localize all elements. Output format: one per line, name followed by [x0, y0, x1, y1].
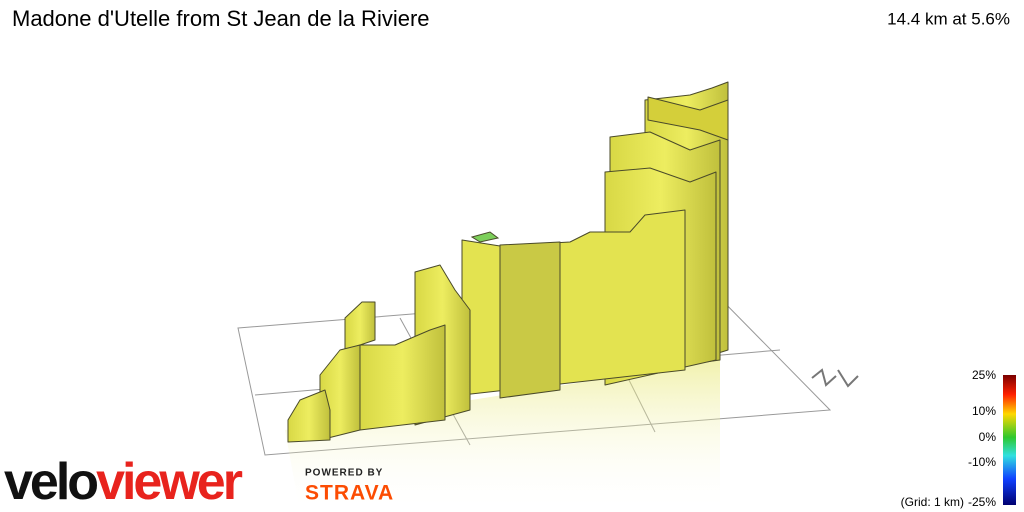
scale-label: 25%	[972, 368, 996, 382]
partner: STRAVA	[305, 482, 394, 505]
summary: 14.4 km at 5.6%	[887, 9, 1010, 28]
wall-top-green	[470, 231, 500, 243]
scale-label: 0%	[979, 430, 997, 444]
wall	[287, 389, 331, 443]
scale-label: -10%	[968, 455, 996, 469]
logo-part: viewer	[96, 453, 243, 511]
wall	[499, 241, 561, 399]
grid-note: (Grid: 1 km)	[901, 495, 964, 509]
north-arrow	[811, 368, 859, 388]
logo-part: velo	[4, 453, 97, 511]
wall	[344, 301, 376, 351]
title: Madone d'Utelle from St Jean de la Rivie…	[12, 6, 430, 31]
color-scale	[1003, 375, 1016, 505]
scale-label: 10%	[972, 404, 996, 418]
reflection	[285, 360, 720, 512]
powered-by: POWERED BY	[305, 468, 383, 479]
logo: veloviewer	[4, 453, 243, 511]
wall	[647, 96, 729, 141]
scale-label: -25%	[968, 495, 996, 509]
profile-3d	[287, 81, 729, 443]
